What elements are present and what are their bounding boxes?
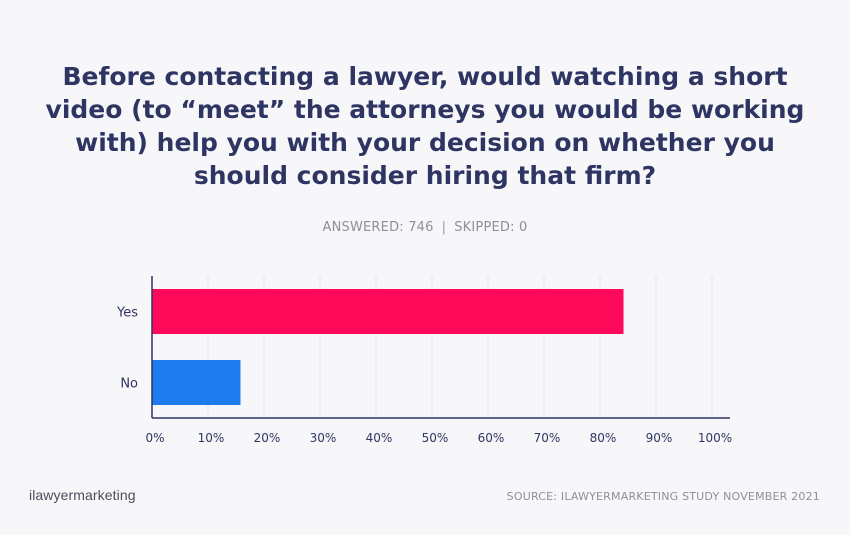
bar-yes xyxy=(152,289,624,334)
brand-logo: ilawyermarketing xyxy=(29,487,136,503)
x-tick-label: 100% xyxy=(698,431,732,445)
x-tick-label: 40% xyxy=(366,431,393,445)
x-tick-label: 50% xyxy=(422,431,449,445)
response-stats: ANSWERED: 746 | SKIPPED: 0 xyxy=(0,220,850,235)
stats-separator: | xyxy=(441,220,447,235)
answered-count: ANSWERED: 746 xyxy=(322,220,434,235)
source-note: SOURCE: ILAWYERMARKETING STUDY NOVEMBER … xyxy=(506,490,820,503)
x-tick-label: 80% xyxy=(590,431,617,445)
category-labels: Yes No xyxy=(116,306,138,392)
skipped-count: SKIPPED: 0 xyxy=(454,220,528,235)
bars xyxy=(152,289,624,405)
category-label-no: No xyxy=(120,377,138,392)
x-tick-label: 0% xyxy=(145,431,164,445)
bar-no xyxy=(152,360,241,405)
category-label-yes: Yes xyxy=(116,306,138,321)
x-tick-label: 30% xyxy=(310,431,337,445)
axes xyxy=(151,276,730,419)
x-tick-label: 20% xyxy=(254,431,281,445)
tick-labels: 0% 10% 20% 30% 40% 50% 60% 70% 80% 90% 100% xyxy=(145,431,732,445)
chart-title: Before contacting a lawyer, would watchi… xyxy=(45,62,805,190)
x-tick-label: 70% xyxy=(534,431,561,445)
x-tick-label: 10% xyxy=(198,431,225,445)
x-tick-label: 60% xyxy=(478,431,505,445)
x-tick-label: 90% xyxy=(646,431,673,445)
